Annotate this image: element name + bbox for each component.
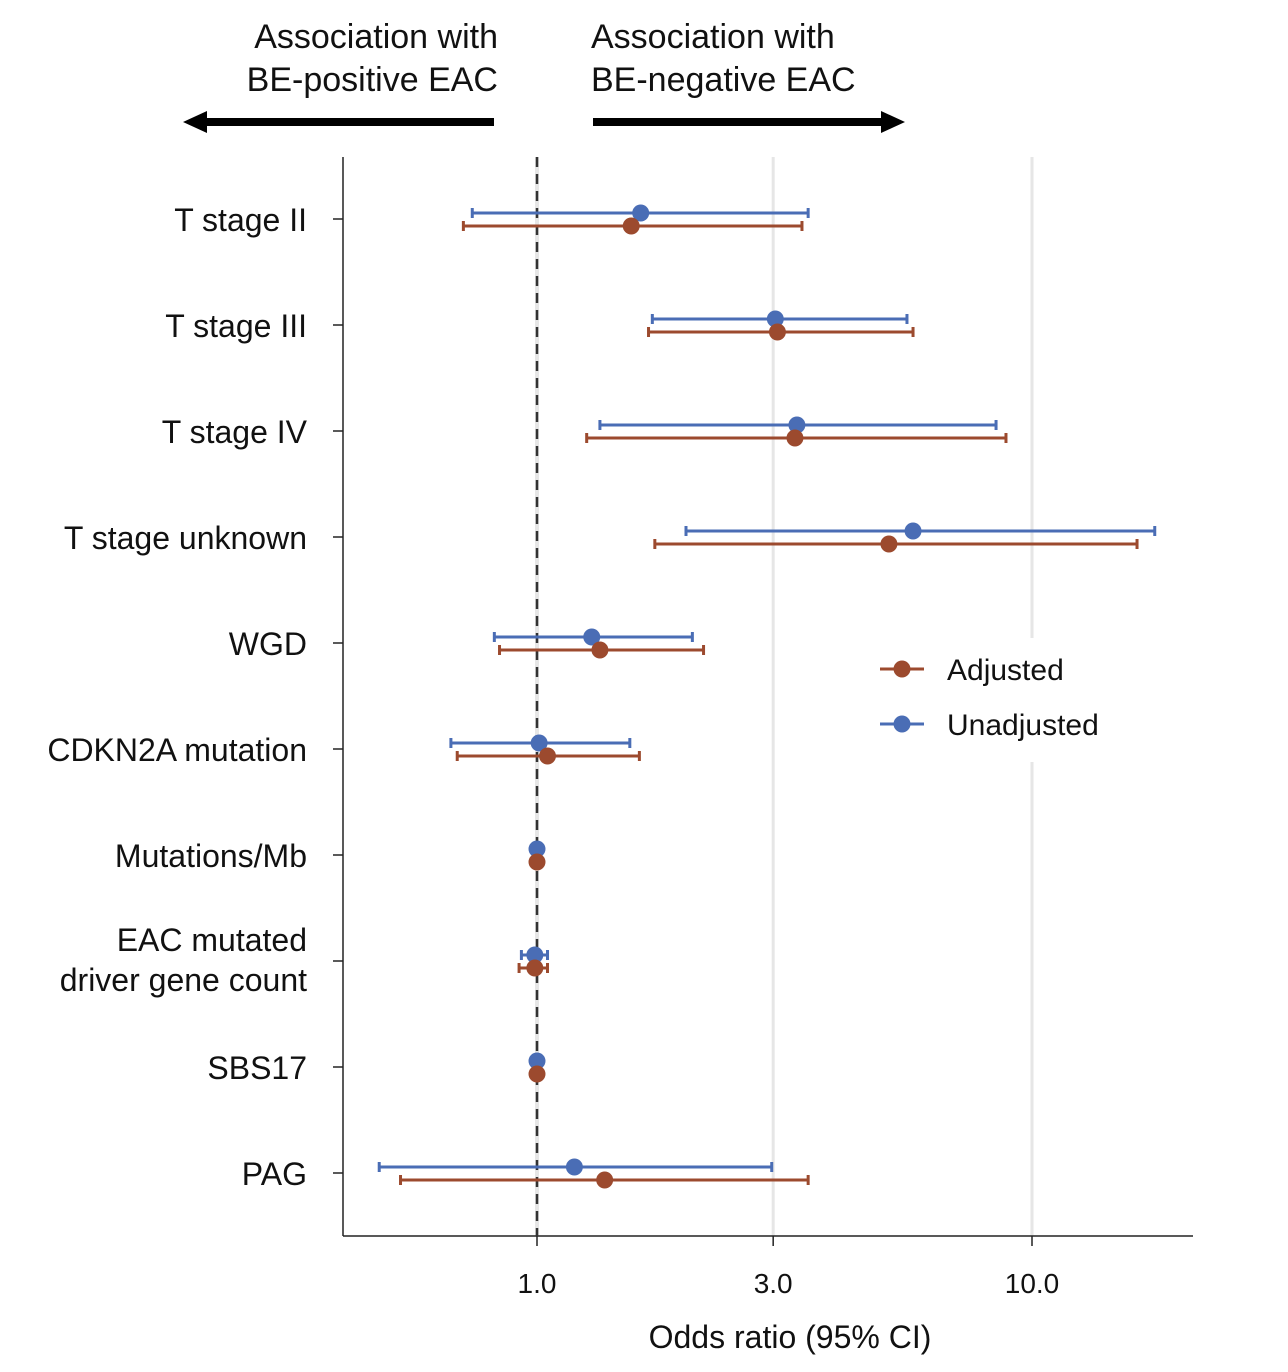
y-tick-label: EAC mutated — [117, 922, 307, 958]
point-adjusted — [526, 959, 544, 977]
point-unadjusted — [528, 840, 546, 858]
point-adjusted — [622, 217, 640, 235]
y-tick-label: WGD — [229, 626, 307, 662]
point-unadjusted — [788, 416, 806, 434]
arrow-left-icon — [183, 111, 207, 133]
point-unadjusted — [528, 1052, 546, 1070]
point-unadjusted — [583, 628, 601, 646]
point-unadjusted — [530, 734, 548, 752]
arrow-right-icon — [881, 111, 905, 133]
y-tick-label: T stage unknown — [64, 520, 307, 556]
x-axis-label: Odds ratio (95% CI) — [649, 1319, 932, 1355]
point-unadjusted — [565, 1158, 583, 1176]
y-tick-label: Mutations/Mb — [115, 838, 307, 874]
y-tick-label: PAG — [242, 1156, 307, 1192]
point-unadjusted — [904, 522, 922, 540]
legend-marker — [893, 715, 911, 733]
point-adjusted — [528, 1065, 546, 1083]
x-tick-label: 3.0 — [754, 1268, 793, 1299]
y-tick-label: T stage IV — [162, 414, 308, 450]
annotation-right: Association with — [591, 18, 835, 56]
point-adjusted — [786, 429, 804, 447]
y-tick-label: T stage III — [165, 308, 307, 344]
x-tick-label: 10.0 — [1005, 1268, 1060, 1299]
annotation-right: BE-negative EAC — [591, 61, 856, 99]
legend-label: Unadjusted — [947, 709, 1099, 742]
annotation-left: BE-positive EAC — [247, 61, 498, 99]
point-adjusted — [596, 1171, 614, 1189]
point-adjusted — [591, 641, 609, 659]
legend-label: Adjusted — [947, 654, 1064, 687]
point-adjusted — [768, 323, 786, 341]
legend-box — [870, 638, 1120, 762]
point-unadjusted — [632, 204, 650, 222]
legend-marker — [893, 660, 911, 678]
y-tick-label: SBS17 — [207, 1050, 307, 1086]
y-tick-label: CDKN2A mutation — [47, 732, 307, 768]
point-adjusted — [528, 853, 546, 871]
x-tick-label: 1.0 — [518, 1268, 557, 1299]
point-adjusted — [538, 747, 556, 765]
annotation-left: Association with — [254, 18, 498, 56]
point-unadjusted — [526, 946, 544, 964]
y-tick-label: driver gene count — [60, 962, 307, 998]
y-tick-label: T stage II — [174, 202, 307, 238]
point-adjusted — [880, 535, 898, 553]
point-unadjusted — [766, 310, 784, 328]
